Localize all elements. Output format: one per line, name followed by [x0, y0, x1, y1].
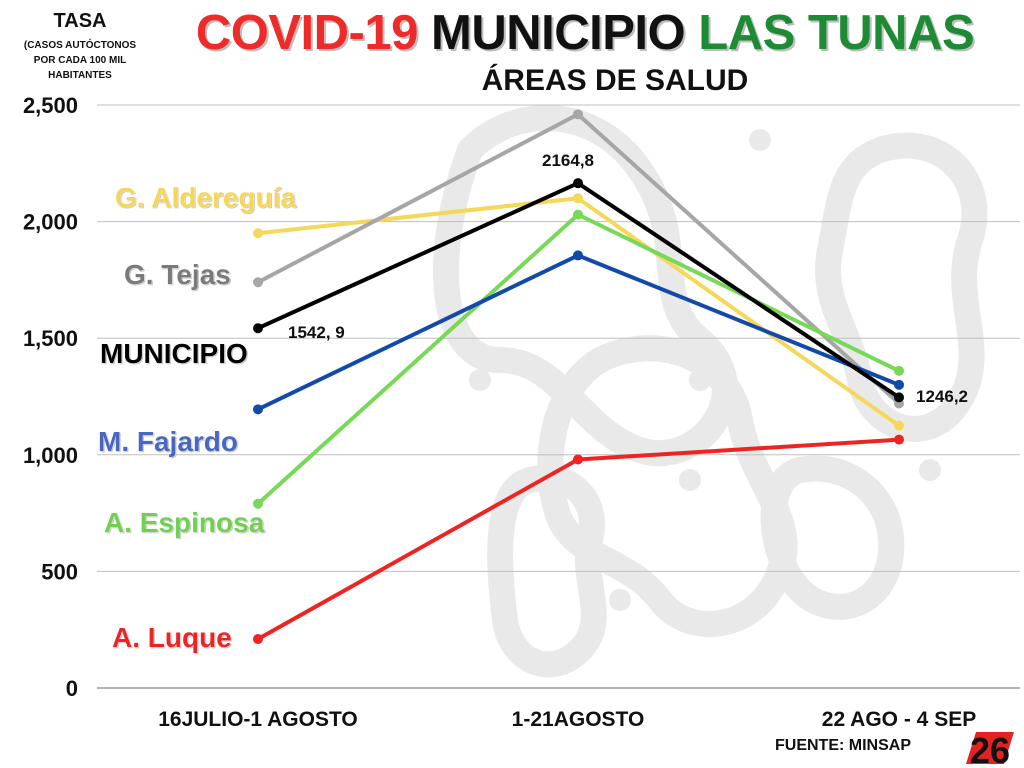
virus-shape-4: [760, 455, 905, 620]
series-label: A. Luque: [112, 622, 232, 653]
title-part-las-tunas: LAS TUNAS: [698, 6, 975, 60]
y-axis-sublabel: (CASOS AUTÓCTONOS POR CADA 100 MIL HABIT…: [23, 40, 137, 81]
series-label: G. Tejas: [124, 259, 231, 290]
virus-watermark: [433, 105, 988, 678]
y-tick-label: 500: [41, 559, 78, 584]
y-tick-labels: 0 500 1,000 1,500 2,000 2,500: [23, 93, 78, 701]
data-point-g-alderegu-a: [253, 228, 263, 239]
virus-dot-0: [469, 369, 491, 391]
x-tick-label: 22 AGO - 4 SEP: [822, 708, 976, 731]
virus-shape-3: [487, 465, 607, 678]
y-axis-label: TASA: [53, 10, 107, 32]
x-tick-labels: 16JULIO-1 AGOSTO 1-21AGOSTO 22 AGO - 4 SEP: [158, 708, 976, 731]
channel-26-logo: 26: [966, 730, 1014, 766]
data-point-a-espinosa: [573, 209, 583, 220]
data-point-a-luque: [894, 434, 904, 445]
series-labels: G. Aldereguía G. Tejas A. Espinosa M. Fajar…: [98, 182, 297, 654]
data-point-municipio: [894, 392, 904, 403]
svg-text:26: 26: [970, 730, 1010, 766]
virus-dot-2: [749, 129, 771, 151]
y-tick-label: 0: [66, 676, 78, 701]
data-point-m-fajardo: [573, 250, 583, 261]
y-tick-label: 1,000: [23, 443, 78, 468]
chart-subtitle: ÁREAS DE SALUD: [481, 64, 749, 97]
data-point-a-espinosa: [253, 498, 263, 509]
title-part-covid: COVID-19: [195, 6, 419, 60]
x-tick-label: 1-21AGOSTO: [512, 708, 645, 731]
virus-dot-1: [689, 369, 711, 391]
data-point-a-luque: [573, 454, 583, 465]
data-annotations: 1542, 9 2164,8 1246,2: [288, 151, 968, 406]
series-label: G. Aldereguía: [115, 182, 296, 213]
series-lines: [253, 109, 904, 645]
virus-shape-1: [537, 335, 798, 637]
virus-shape-2: [815, 132, 988, 442]
series-label: M. Fajardo: [98, 426, 238, 457]
data-point-g-tejas: [573, 109, 583, 120]
x-tick-label: 16JULIO-1 AGOSTO: [158, 708, 358, 731]
virus-dot-4: [679, 469, 701, 491]
data-annotation: 2164,8: [542, 151, 594, 170]
series-label: A. Espinosa: [104, 507, 265, 538]
y-tick-label: 2,000: [23, 210, 78, 235]
data-point-g-alderegu-a: [894, 420, 904, 431]
chart-title: COVID-19 MUNICIPIO LAS TUNAS: [150, 4, 1020, 62]
y-tick-label: 1,500: [23, 326, 78, 351]
data-point-municipio: [253, 323, 263, 334]
virus-shape-0: [433, 105, 738, 467]
source-note: FUENTE: MINSAP: [775, 737, 911, 754]
data-point-municipio: [573, 178, 583, 189]
data-annotation: 1246,2: [916, 387, 968, 406]
title-part-municipio: MUNICIPIO: [431, 6, 686, 60]
virus-dot-5: [609, 589, 631, 611]
data-point-g-alderegu-a: [573, 193, 583, 204]
virus-dot-3: [919, 459, 941, 481]
data-point-g-tejas: [253, 277, 263, 288]
data-point-m-fajardo: [894, 379, 904, 390]
data-point-a-espinosa: [894, 365, 904, 376]
data-point-a-luque: [253, 634, 263, 645]
y-tick-label: 2,500: [23, 93, 78, 118]
series-label: MUNICIPIO: [100, 338, 248, 369]
data-point-m-fajardo: [253, 404, 263, 415]
grid-lines: [97, 104, 1020, 689]
data-annotation: 1542, 9: [288, 323, 345, 342]
